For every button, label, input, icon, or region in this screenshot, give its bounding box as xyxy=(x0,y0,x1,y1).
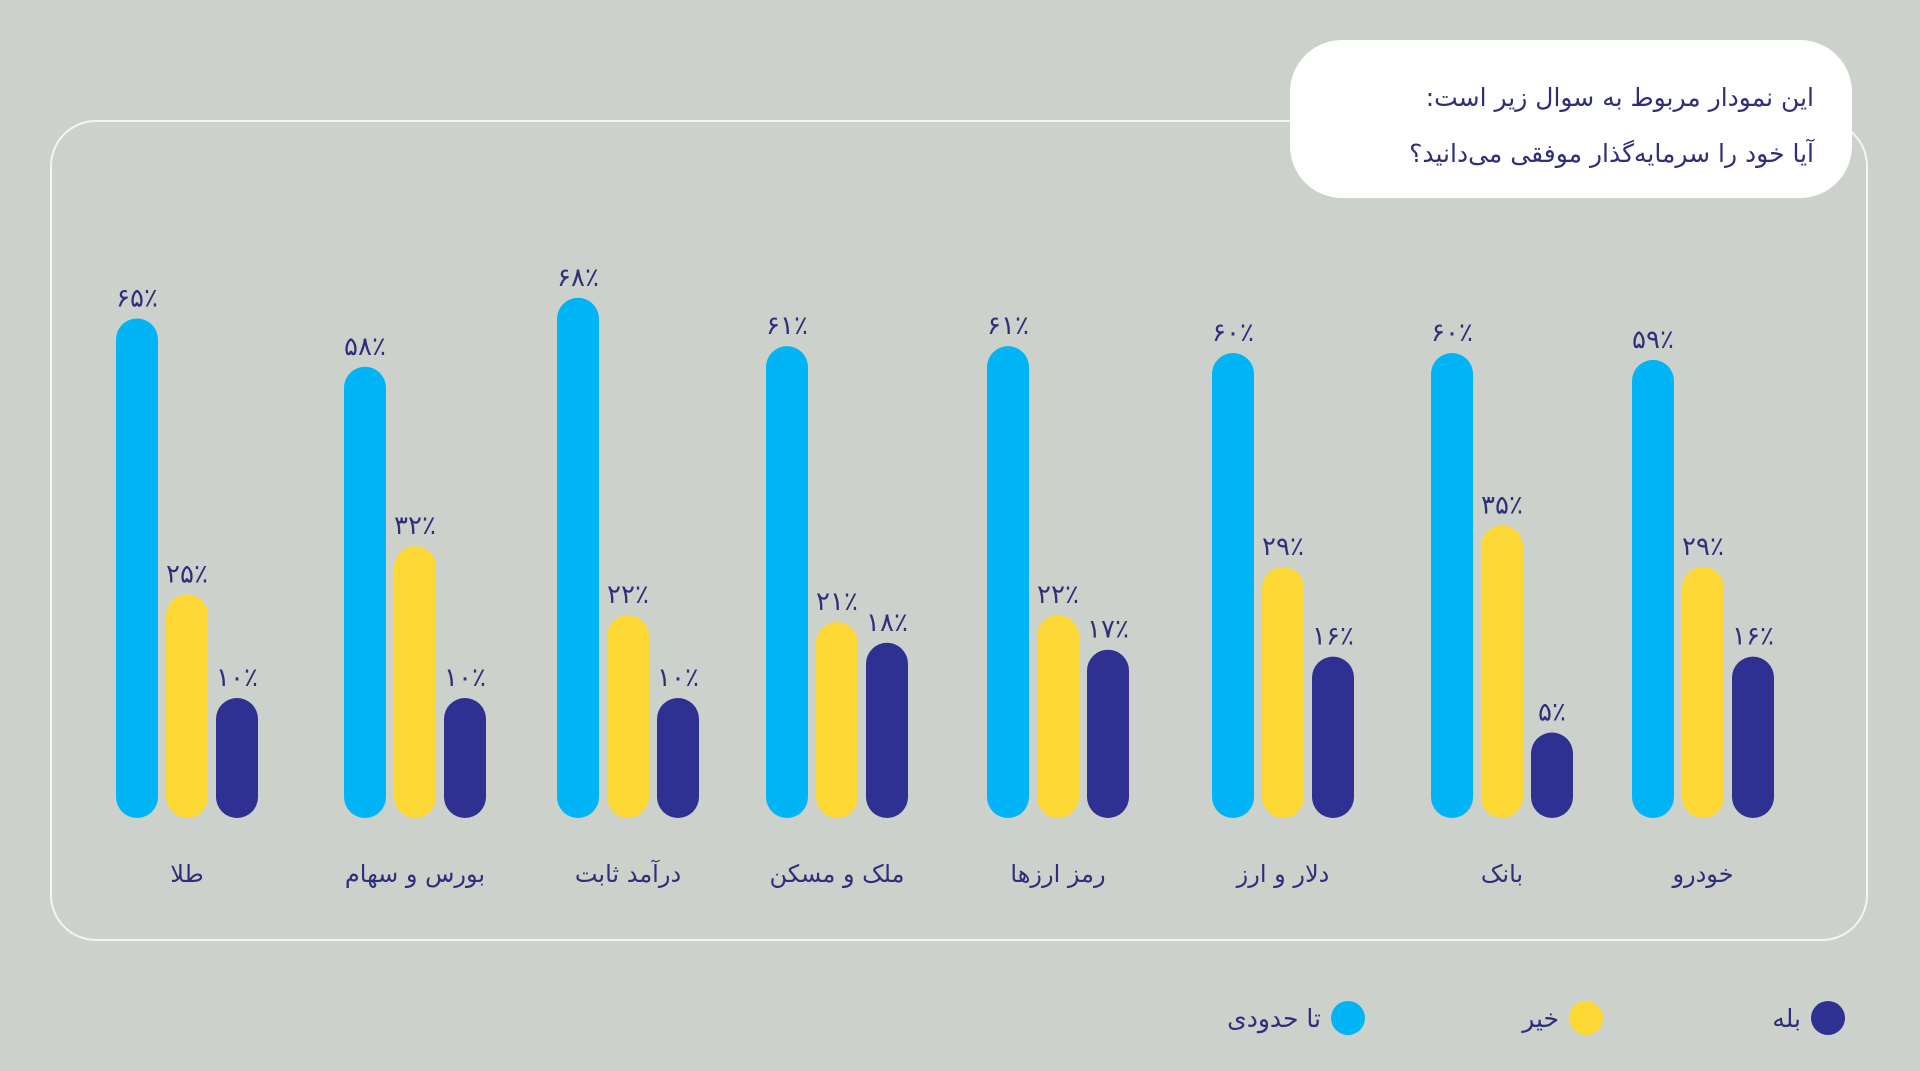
bar xyxy=(607,615,649,818)
legend-dot-icon xyxy=(1331,1001,1365,1035)
bar xyxy=(1682,566,1724,818)
data-label: ۲۲٪ xyxy=(1037,580,1079,610)
bar xyxy=(1212,353,1254,818)
bar xyxy=(557,297,599,818)
bar xyxy=(1087,649,1129,818)
data-label: ۱۶٪ xyxy=(1312,622,1354,652)
data-label: ۶۱٪ xyxy=(766,311,808,341)
data-label: ۳۲٪ xyxy=(394,511,436,541)
bar xyxy=(766,346,808,818)
data-label: ۶۸٪ xyxy=(557,263,599,293)
category-label: خودرو xyxy=(1671,860,1733,888)
bar xyxy=(216,698,258,818)
category-label: بورس و سهام xyxy=(345,860,485,888)
data-label: ۲۲٪ xyxy=(607,580,649,610)
bar xyxy=(1481,525,1523,818)
category-label: بانک xyxy=(1481,860,1523,888)
bar xyxy=(816,622,858,818)
legend-label: خیر xyxy=(1522,1003,1559,1033)
data-label: ۳۵٪ xyxy=(1481,491,1523,521)
legend-dot-icon xyxy=(1569,1001,1603,1035)
bar xyxy=(1531,732,1573,818)
bar xyxy=(1262,566,1304,818)
question-intro: این نمودار مربوط به سوال زیر است: xyxy=(1425,83,1814,112)
data-label: ۱۸٪ xyxy=(866,608,908,638)
legend-item-tahododi: تا حدودی xyxy=(1227,998,1365,1038)
data-label: ۶۵٪ xyxy=(116,284,158,314)
question-bubble: این نمودار مربوط به سوال زیر است: آیا خو… xyxy=(1290,40,1852,198)
bar xyxy=(1312,656,1354,818)
data-label: ۱۰٪ xyxy=(657,663,699,693)
legend-label: بله xyxy=(1772,1003,1801,1033)
bar xyxy=(1732,656,1774,818)
category-label: ملک و مسکن xyxy=(770,860,905,888)
data-label: ۲۹٪ xyxy=(1682,532,1724,562)
bar xyxy=(394,546,436,818)
bar xyxy=(1632,359,1674,818)
category-label: دلار و ارز xyxy=(1236,860,1330,888)
data-label: ۵۸٪ xyxy=(344,332,386,362)
data-label: ۵۹٪ xyxy=(1632,325,1674,355)
question-text: آیا خود را سرمایه‌گذار موفقی می‌دانید؟ xyxy=(1409,139,1814,168)
bar xyxy=(657,698,699,818)
data-label: ۵٪ xyxy=(1538,698,1566,728)
bar xyxy=(987,346,1029,818)
legend-item-kheir: خیر xyxy=(1522,998,1603,1038)
legend-label: تا حدودی xyxy=(1227,1003,1321,1033)
bar xyxy=(166,594,208,818)
bar xyxy=(1037,615,1079,818)
data-label: ۲۵٪ xyxy=(166,560,208,590)
category-label: طلا xyxy=(170,860,203,888)
data-label: ۲۱٪ xyxy=(816,587,858,617)
legend-dot-icon xyxy=(1811,1001,1845,1035)
data-label: ۱۰٪ xyxy=(444,663,486,693)
bar xyxy=(444,698,486,818)
data-label: ۶۰٪ xyxy=(1431,318,1473,348)
data-label: ۱۶٪ xyxy=(1732,622,1774,652)
bar xyxy=(866,642,908,818)
bar xyxy=(344,366,386,818)
data-label: ۶۰٪ xyxy=(1212,318,1254,348)
data-label: ۱۷٪ xyxy=(1087,615,1129,645)
category-label: درآمد ثابت xyxy=(575,859,681,888)
chart-panel xyxy=(50,120,1868,941)
data-label: ۶۱٪ xyxy=(987,311,1029,341)
bar xyxy=(116,318,158,818)
category-label: رمز ارزها xyxy=(1010,860,1105,888)
data-label: ۱۰٪ xyxy=(216,663,258,693)
data-label: ۲۹٪ xyxy=(1262,532,1304,562)
bar xyxy=(1431,353,1473,818)
legend-item-baleh: بله xyxy=(1772,998,1845,1038)
